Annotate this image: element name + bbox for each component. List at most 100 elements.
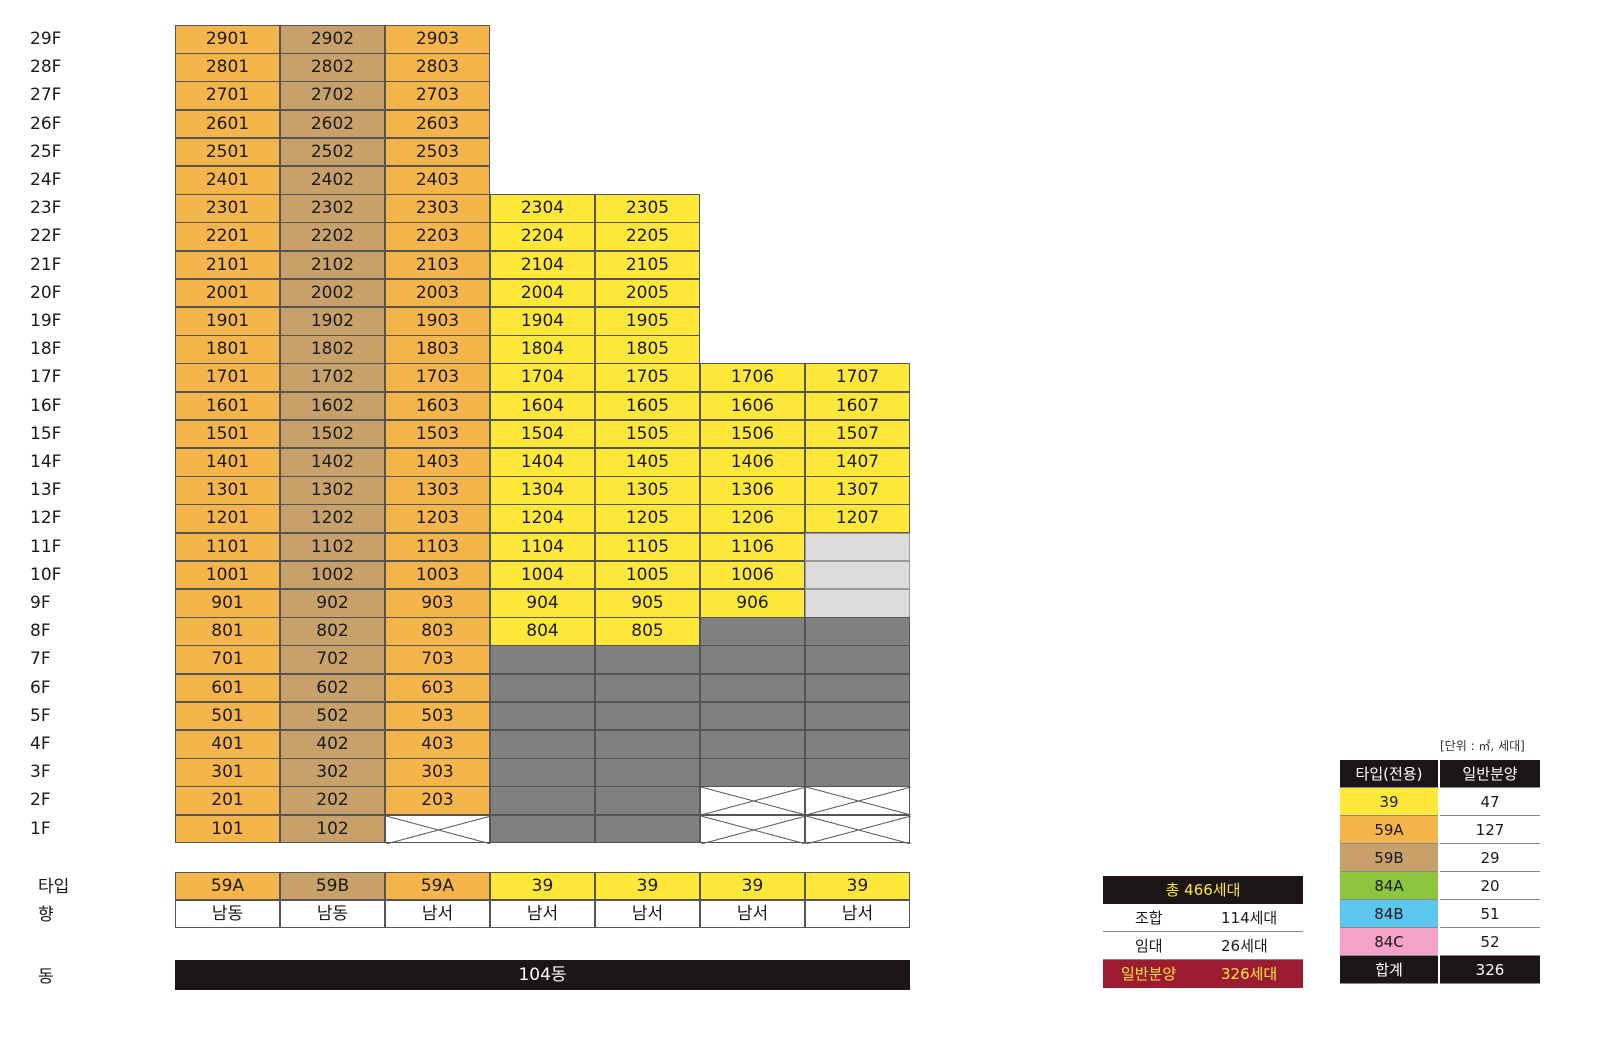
non-residential-cell bbox=[805, 730, 910, 759]
unit-cell: 906 bbox=[700, 589, 805, 618]
column-direction-cell: 남서 bbox=[490, 900, 595, 928]
legend-count: 47 bbox=[1440, 788, 1540, 816]
floor-label: 26F bbox=[30, 113, 62, 134]
unavailable-cell bbox=[805, 560, 910, 590]
summary-label: 임대 bbox=[1135, 937, 1163, 955]
unit-cell: 1704 bbox=[490, 363, 595, 393]
floor-label: 27F bbox=[30, 85, 62, 106]
floor-label: 5F bbox=[30, 705, 51, 726]
summary-row: 임대 26세대 bbox=[1103, 932, 1303, 960]
unit-cell: 1605 bbox=[595, 391, 700, 421]
unit-cell: 1902 bbox=[280, 307, 385, 336]
unit-cell: 1306 bbox=[700, 476, 805, 505]
unit-cell: 801 bbox=[175, 617, 280, 646]
floor-label: 9F bbox=[30, 593, 51, 613]
floor-label: 7F bbox=[30, 649, 51, 670]
unit-cell: 603 bbox=[385, 673, 490, 703]
unit-cell: 2602 bbox=[280, 109, 385, 139]
unit-cell: 2603 bbox=[385, 109, 490, 139]
summary-value: 26세대 bbox=[1221, 937, 1268, 955]
unit-grid: 2901 2902 2903 2801 2802 2803 2701 2702 2703 2601… bbox=[175, 25, 911, 845]
legend-type-swatch: 59A bbox=[1340, 816, 1438, 844]
floor-label: 10F bbox=[30, 564, 62, 585]
unit-cell: 1202 bbox=[280, 504, 385, 534]
unit-cell: 1706 bbox=[700, 363, 805, 393]
unit-cell: 904 bbox=[490, 589, 595, 618]
unavailable-cell bbox=[805, 589, 910, 618]
unit-cell: 2801 bbox=[175, 53, 280, 82]
unit-note: [단위 : ㎡, 세대] bbox=[1440, 739, 1525, 753]
unit-cell: 1303 bbox=[385, 476, 490, 505]
legend-type-swatch: 39 bbox=[1340, 788, 1438, 816]
unit-cell: 503 bbox=[385, 701, 490, 731]
void-cell bbox=[700, 786, 806, 816]
unit-cell: 1701 bbox=[175, 363, 280, 393]
unit-cell: 902 bbox=[280, 589, 385, 618]
legend-type-swatch: 59B bbox=[1340, 844, 1438, 872]
unit-cell: 402 bbox=[280, 730, 385, 759]
legend-total-label: 합계 bbox=[1340, 956, 1438, 984]
legend-count: 51 bbox=[1440, 900, 1540, 928]
unit-cell: 2401 bbox=[175, 166, 280, 195]
unit-cell: 2402 bbox=[280, 166, 385, 195]
unit-cell: 1004 bbox=[490, 560, 595, 590]
legend-header-count: 일반분양 bbox=[1440, 760, 1540, 788]
floor-label: 22F bbox=[30, 226, 62, 247]
unit-cell: 2901 bbox=[175, 25, 280, 54]
unit-cell: 2403 bbox=[385, 166, 490, 195]
direction-row: 남동 남동 남서 남서 남서 남서 남서 bbox=[175, 900, 910, 928]
non-residential-cell bbox=[595, 814, 700, 844]
unit-cell: 1801 bbox=[175, 335, 280, 364]
unit-cell: 2903 bbox=[385, 25, 490, 54]
unit-cell: 1702 bbox=[280, 363, 385, 393]
summary-value: 114세대 bbox=[1221, 909, 1278, 927]
summary-value: 326세대 bbox=[1221, 965, 1278, 983]
unit-cell: 1901 bbox=[175, 307, 280, 336]
unit-cell: 1507 bbox=[805, 419, 910, 449]
non-residential-cell bbox=[805, 701, 910, 731]
unit-cell: 1803 bbox=[385, 335, 490, 364]
unit-cell: 2005 bbox=[595, 278, 700, 308]
unit-cell: 1304 bbox=[490, 476, 595, 505]
unit-cell: 2201 bbox=[175, 222, 280, 252]
void-cell bbox=[805, 786, 911, 816]
unit-cell: 2303 bbox=[385, 194, 490, 223]
floor-label: 20F bbox=[30, 282, 62, 303]
unit-cell: 403 bbox=[385, 730, 490, 759]
floor-label: 1F bbox=[30, 818, 51, 839]
non-residential-cell bbox=[805, 673, 910, 703]
unit-cell: 1903 bbox=[385, 307, 490, 336]
non-residential-cell bbox=[490, 814, 595, 844]
unit-cell: 802 bbox=[280, 617, 385, 646]
column-type-cell: 39 bbox=[490, 872, 595, 900]
non-residential-cell bbox=[805, 645, 910, 675]
column-type-cell: 39 bbox=[595, 872, 700, 900]
unit-cell: 102 bbox=[280, 814, 385, 844]
floor-label: 13F bbox=[30, 480, 62, 501]
column-direction-cell: 남서 bbox=[385, 900, 490, 928]
unit-cell: 2001 bbox=[175, 278, 280, 308]
non-residential-cell bbox=[490, 645, 595, 675]
non-residential-cell bbox=[490, 673, 595, 703]
unit-cell: 1005 bbox=[595, 560, 700, 590]
unit-cell: 1905 bbox=[595, 307, 700, 336]
column-type-cell: 59B bbox=[280, 872, 385, 900]
unit-cell: 1805 bbox=[595, 335, 700, 364]
unit-cell: 2803 bbox=[385, 53, 490, 82]
unit-cell: 1707 bbox=[805, 363, 910, 393]
non-residential-cell bbox=[595, 786, 700, 816]
direction-row-label: 향 bbox=[38, 905, 54, 925]
unit-cell: 602 bbox=[280, 673, 385, 703]
unit-cell: 1003 bbox=[385, 560, 490, 590]
summary-label: 조합 bbox=[1135, 909, 1163, 927]
unit-cell: 1703 bbox=[385, 363, 490, 393]
legend-type-swatch: 84C bbox=[1340, 928, 1438, 956]
legend-header-type: 타입(전용) bbox=[1340, 760, 1438, 788]
floor-label: 4F bbox=[30, 734, 51, 754]
non-residential-cell bbox=[700, 645, 805, 675]
unit-cell: 1104 bbox=[490, 532, 595, 562]
unit-cell: 1204 bbox=[490, 504, 595, 534]
unit-cell: 1604 bbox=[490, 391, 595, 421]
unit-cell: 1402 bbox=[280, 448, 385, 477]
unit-cell: 1705 bbox=[595, 363, 700, 393]
